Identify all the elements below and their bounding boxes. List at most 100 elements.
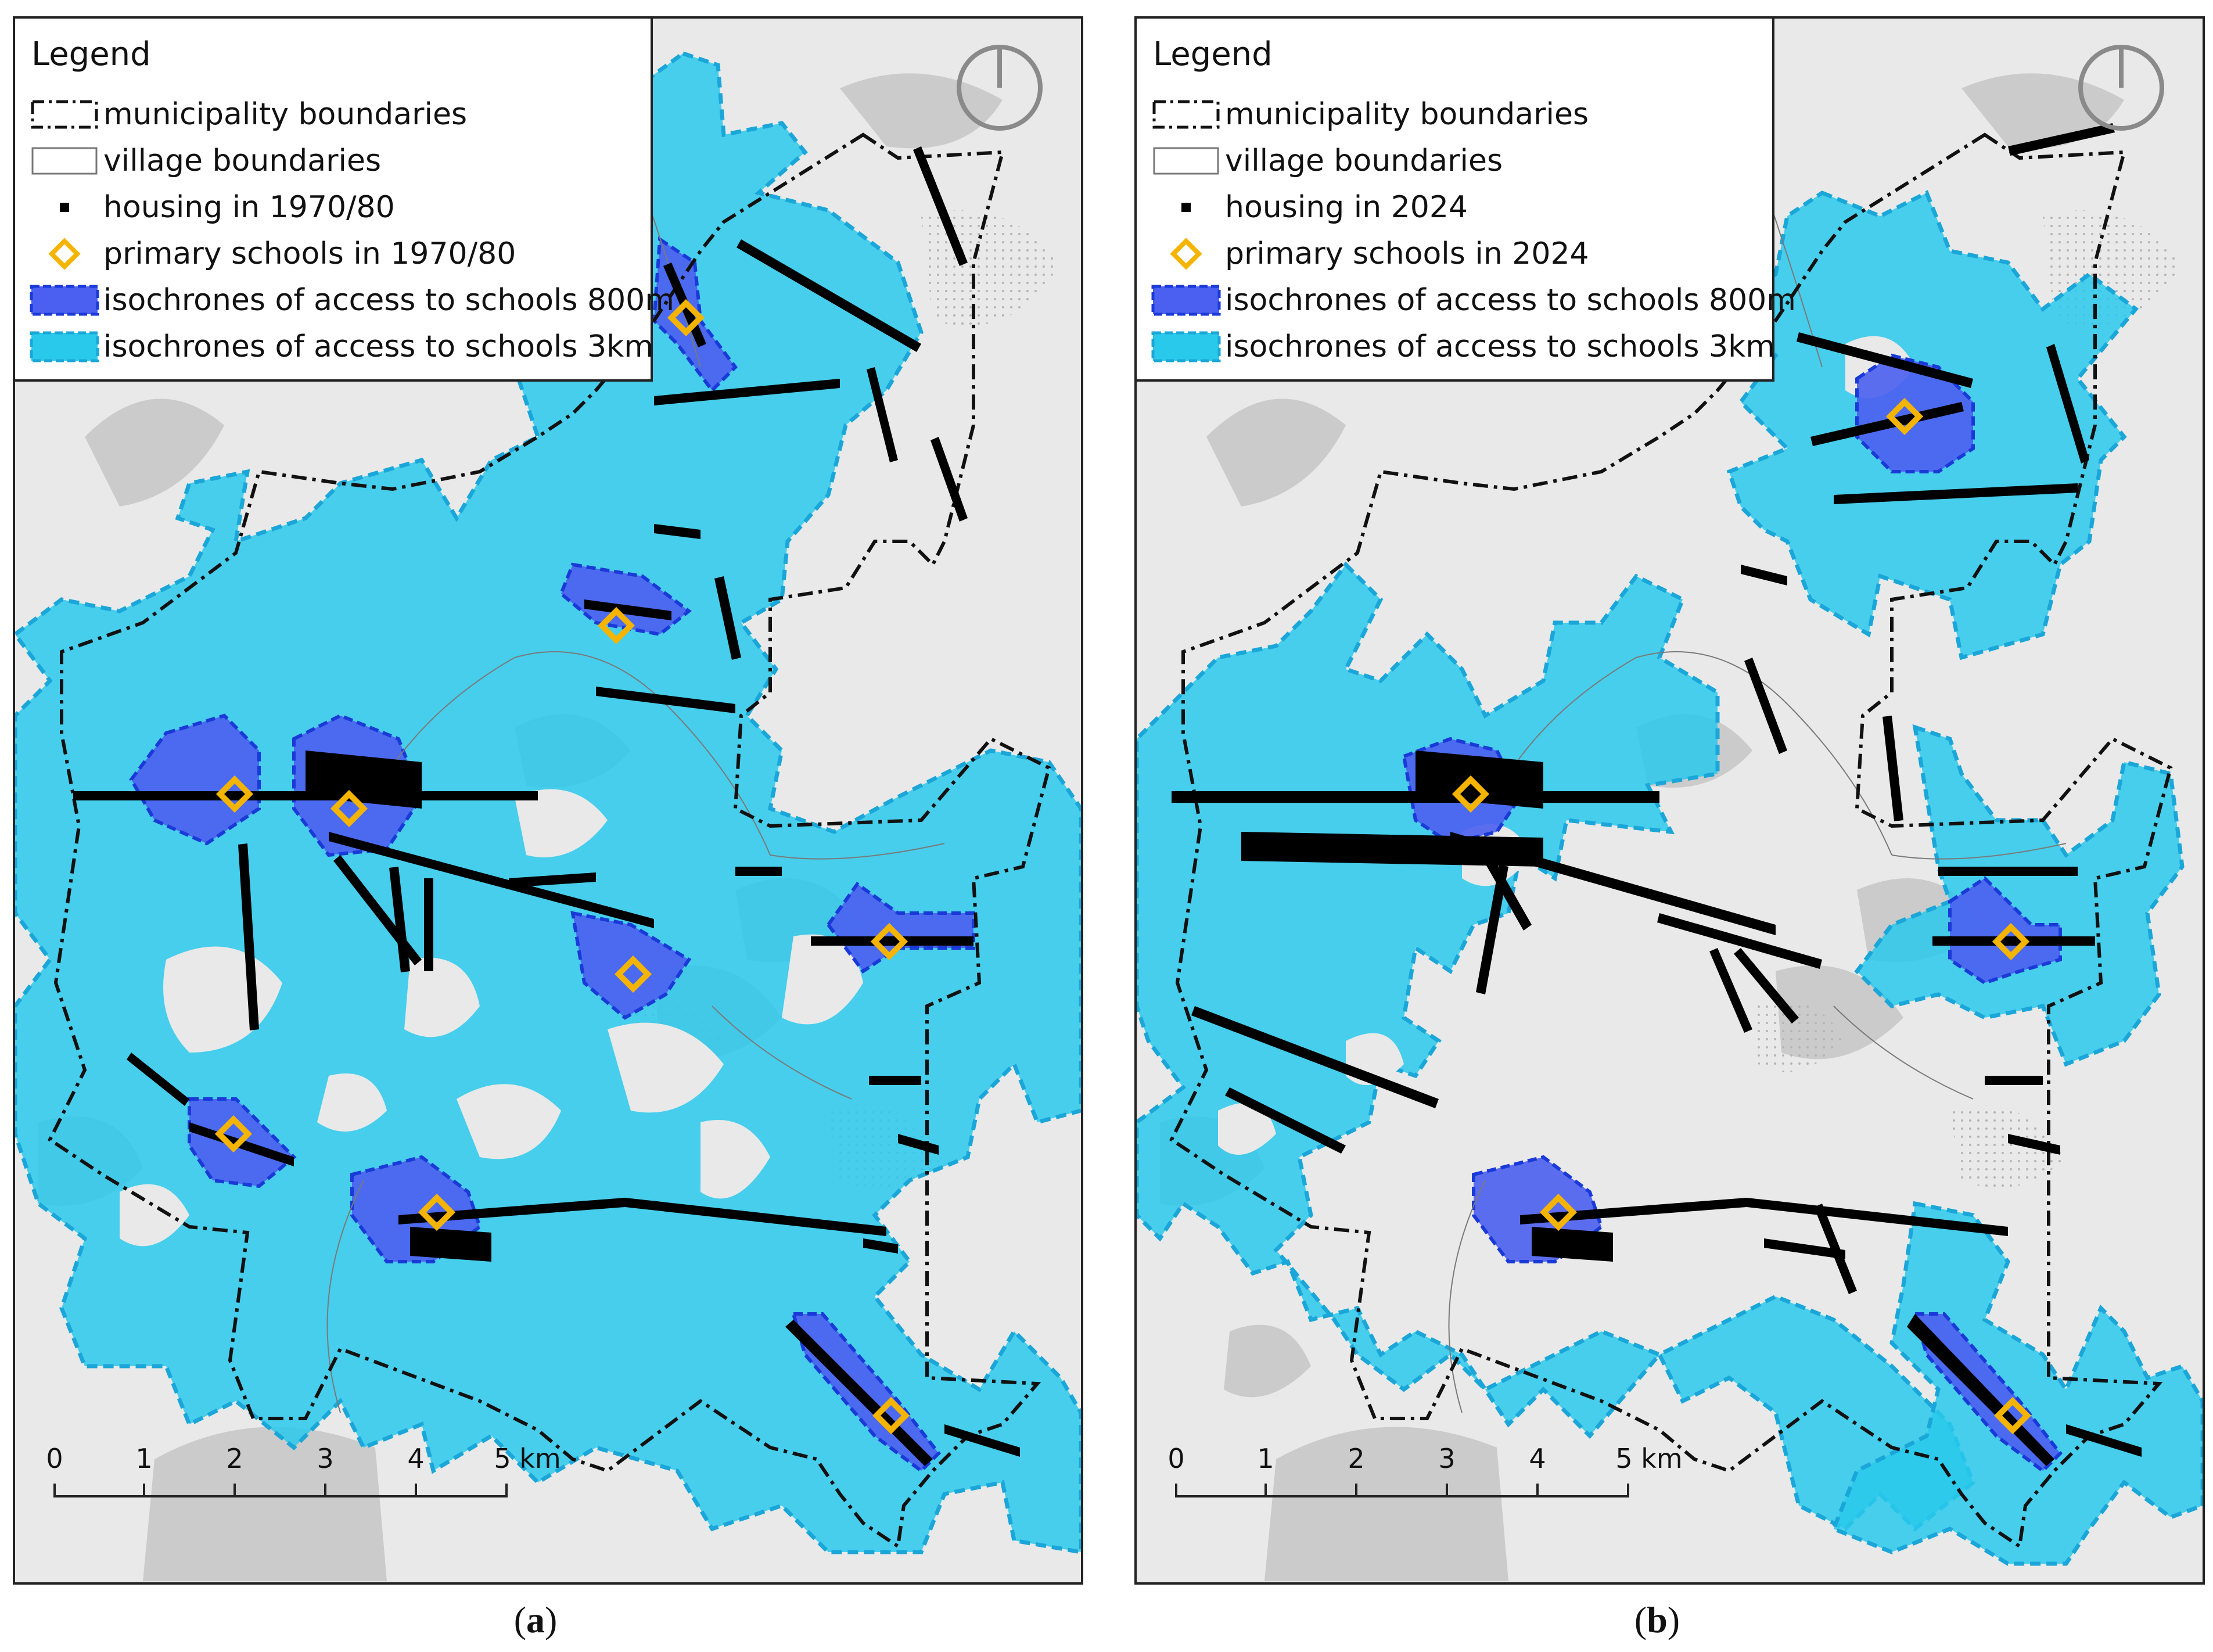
- school-marker: [1993, 1396, 2032, 1435]
- legend-a: Legend municipality boundaries village b…: [15, 19, 674, 382]
- school-marker: [614, 955, 652, 993]
- legend-item-municipality: municipality boundaries: [29, 94, 467, 135]
- housing-points: [1172, 123, 2142, 1466]
- scale-tick-label: 1: [135, 1443, 153, 1474]
- municipality-boundary: [1169, 132, 2173, 1550]
- village-boundary-swatch: [1151, 145, 1222, 177]
- scale-tick: [1446, 1484, 1448, 1497]
- school-marker-swatch: [29, 238, 100, 270]
- map-canvas-b: [1137, 73, 2203, 1581]
- map-canvas-a: [15, 51, 1081, 1581]
- scale-tick: [324, 1484, 326, 1497]
- legend-label: primary schools in 2024: [1225, 236, 1589, 271]
- map-panel-a: Legend municipality boundaries village b…: [13, 16, 1083, 1585]
- caption-open: (: [513, 1599, 526, 1640]
- caption-letter: b: [1647, 1599, 1668, 1640]
- caption-a: (a): [514, 1599, 558, 1642]
- isochrone-3km-area: [1137, 561, 1976, 1532]
- scale-tick: [233, 1484, 236, 1497]
- scale-tick-label: 2: [1348, 1443, 1365, 1474]
- isochrone-800-swatch: [1151, 284, 1222, 317]
- scale-tick: [143, 1484, 145, 1497]
- scale-line: [53, 1495, 506, 1497]
- scale-tick: [1355, 1484, 1357, 1497]
- legend-item-isochrone-800: isochrones of access to schools 800m: [29, 280, 674, 321]
- legend-label: housing in 2024: [1225, 190, 1468, 225]
- map-panel-b: Legend municipality boundaries village b…: [1134, 16, 2205, 1585]
- legend-item-isochrone-3km: isochrones of access to schools 3km: [29, 326, 653, 367]
- school-markers: [1452, 397, 2032, 1435]
- isochrone-3km-gaps: [120, 789, 863, 1247]
- housing-points: [73, 146, 1020, 1466]
- legend-label: isochrones of access to schools 3km: [103, 329, 653, 364]
- caption-b: (b): [1634, 1599, 1680, 1642]
- school-marker: [667, 299, 705, 337]
- scale-tick-label: 0: [1167, 1443, 1185, 1474]
- scale-tick: [505, 1484, 508, 1497]
- scale-tick-label: 5 km: [494, 1443, 561, 1474]
- scale-bar-a: 0 1 2 3 4 5 km: [46, 1443, 561, 1513]
- legend-item-village: village boundaries: [29, 141, 381, 181]
- scale-tick: [53, 1484, 56, 1497]
- scale-tick-label: 1: [1257, 1443, 1274, 1474]
- legend-title: Legend: [31, 35, 151, 73]
- scale-tick: [1175, 1484, 1177, 1497]
- school-marker: [870, 922, 908, 961]
- legend-item-housing: housing in 2024: [1151, 187, 1468, 228]
- legend-label: village boundaries: [1225, 143, 1503, 178]
- legend-label: housing in 1970/80: [103, 190, 395, 225]
- village-boundary-swatch: [29, 145, 100, 177]
- village-boundaries: [1448, 134, 2067, 1413]
- legend-label: municipality boundaries: [103, 97, 468, 132]
- scale-tick: [1536, 1484, 1539, 1497]
- scale-tick-label: 3: [317, 1443, 334, 1474]
- school-marker: [1539, 1193, 1578, 1231]
- legend-item-housing: housing in 1970/80: [29, 187, 395, 228]
- caption-close: ): [1667, 1599, 1680, 1640]
- scale-tick: [1627, 1484, 1629, 1497]
- legend-item-village: village boundaries: [1151, 141, 1503, 181]
- school-markers: [214, 299, 910, 1435]
- scale-tick: [1264, 1484, 1267, 1497]
- scale-tick-label: 2: [226, 1443, 243, 1474]
- scale-tick-label: 3: [1438, 1443, 1456, 1474]
- legend-label: isochrones of access to schools 3km: [1225, 329, 1775, 364]
- school-marker: [1992, 922, 2030, 961]
- scale-tick-label: 4: [407, 1443, 425, 1474]
- legend-label: isochrones of access to schools 800m: [1225, 283, 1796, 318]
- school-marker-swatch: [1151, 238, 1222, 270]
- isochrone-800-swatch: [29, 284, 100, 317]
- north-arrow-icon: [956, 44, 1043, 131]
- legend-label: primary schools in 1970/80: [103, 236, 516, 271]
- scale-bar-b: 0 1 2 3 4 5 km: [1167, 1443, 1683, 1513]
- school-marker: [597, 606, 635, 645]
- caption-letter: a: [526, 1599, 545, 1640]
- legend-item-schools: primary schools in 1970/80: [29, 234, 516, 274]
- municipality-boundary: [48, 132, 1051, 1550]
- legend-item-isochrone-800: isochrones of access to schools 800m: [1151, 280, 1796, 321]
- legend-label: municipality boundaries: [1225, 97, 1589, 132]
- school-marker: [1885, 397, 1924, 436]
- municipality-boundary-swatch: [29, 98, 100, 131]
- legend-b: Legend municipality boundaries village b…: [1137, 19, 1796, 382]
- scale-line: [1175, 1495, 1628, 1497]
- legend-item-schools: primary schools in 2024: [1151, 234, 1589, 274]
- housing-swatch: [29, 191, 100, 224]
- north-arrow-icon: [2078, 44, 2165, 131]
- municipality-boundary-swatch: [1151, 98, 1222, 131]
- scale-tick-label: 4: [1529, 1443, 1546, 1474]
- legend-item-isochrone-3km: isochrones of access to schools 3km: [1151, 326, 1775, 367]
- school-marker: [418, 1193, 456, 1231]
- isochrone-3km-swatch: [1151, 331, 1222, 363]
- caption-close: ): [545, 1599, 558, 1640]
- isochrone-3km-swatch: [29, 331, 100, 363]
- legend-label: isochrones of access to schools 800m: [103, 283, 674, 318]
- caption-open: (: [1634, 1599, 1647, 1640]
- legend-title: Legend: [1153, 35, 1273, 73]
- school-marker: [1452, 775, 1490, 813]
- school-marker: [215, 775, 254, 813]
- school-marker: [214, 1115, 253, 1153]
- housing-swatch: [1151, 191, 1222, 224]
- scale-tick-label: 0: [46, 1443, 63, 1474]
- legend-label: village boundaries: [103, 143, 382, 178]
